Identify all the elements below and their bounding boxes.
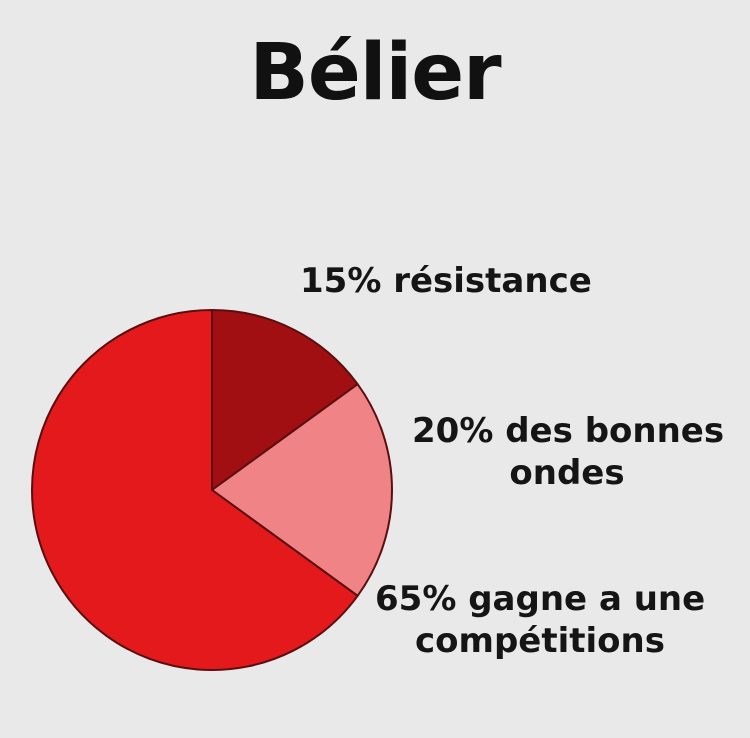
chart-title: Bélier (249, 28, 501, 118)
pie-slice-competitions (31, 309, 359, 671)
pie-slice-resistance (211, 309, 359, 491)
slice-label-resistance: 15% résistance (300, 260, 592, 302)
pie-slices (31, 309, 393, 671)
pie-slice-bonnes-ondes (211, 383, 393, 597)
slice-label-line: compétitions (415, 621, 665, 661)
slice-label-line: 20% des bonnes (412, 411, 725, 451)
slice-label-competitions: 65% gagne a une compétitions (375, 578, 705, 662)
slice-label-bonnes-ondes: 20% des bonnes ondes (412, 410, 725, 494)
slice-label-line: 65% gagne a une (375, 579, 706, 619)
slice-label-line: 15% résistance (300, 261, 592, 301)
slice-label-line: ondes (509, 453, 625, 493)
